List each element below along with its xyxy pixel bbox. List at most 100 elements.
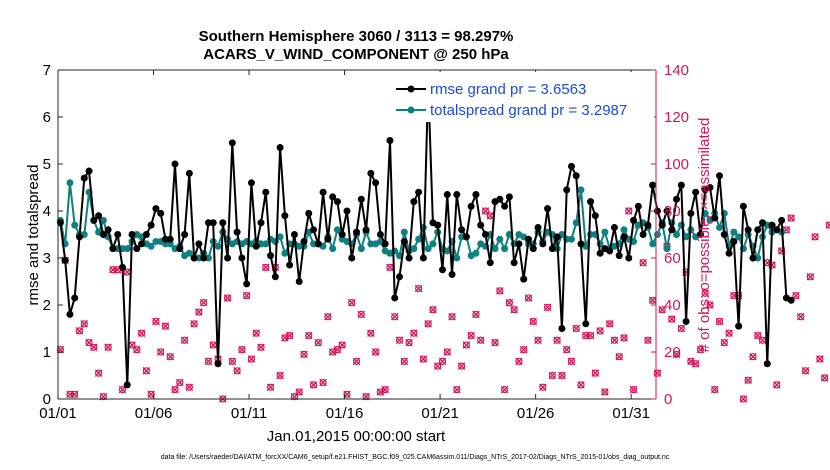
obs-assimilated-point: [161, 322, 170, 330]
obs-cross-stroke: [658, 305, 666, 314]
obs-assimilated-point: [620, 334, 628, 342]
rmse-series-point: [720, 231, 728, 238]
obs-cross-stroke: [500, 385, 509, 394]
obs-possible-point: [629, 386, 638, 394]
rmse-series-point: [238, 254, 246, 262]
rmse-series-point: [333, 198, 341, 206]
obs-cross-stroke: [257, 343, 265, 352]
rmse-series-point: [567, 162, 575, 170]
obs-cross-stroke: [367, 329, 375, 337]
obs-cross-stroke: [539, 383, 547, 392]
obs-possible-point: [161, 322, 170, 330]
rmse-series-point: [138, 240, 146, 248]
totalspread-series-point: [620, 226, 628, 234]
obs-assimilated-point: [190, 320, 198, 328]
obs-assimilated-point: [773, 381, 781, 389]
totalspread-series-point: [99, 216, 107, 224]
obs-assimilated-point: [185, 383, 194, 392]
obs-assimilated-point: [247, 355, 256, 363]
obs-possible-point: [596, 327, 604, 335]
obs-cross-stroke: [252, 329, 260, 337]
obs-assimilated-point: [543, 303, 552, 312]
obs-cross-stroke: [758, 336, 767, 345]
legend-box: [386, 72, 654, 122]
obs-assimilated-point: [539, 383, 547, 392]
rmse-series-point: [458, 226, 466, 234]
rmse-series-point: [787, 296, 795, 304]
obs-possible-point: [391, 313, 399, 321]
y2-tick-label: 20: [664, 344, 681, 361]
obs-possible-point: [706, 301, 714, 309]
obs-possible-point: [305, 331, 313, 340]
obs-cross-stroke: [85, 338, 93, 347]
rmse-series-point: [539, 240, 547, 248]
rmse-series-point: [443, 191, 451, 199]
totalspread-series-point: [649, 240, 657, 248]
rmse-series-point: [329, 193, 337, 201]
obs-possible-point: [142, 367, 150, 375]
obs-assimilated-point: [534, 336, 542, 345]
obs-assimilated-point: [687, 357, 695, 366]
rmse-series-point: [467, 202, 475, 210]
totalspread-series-point: [601, 228, 609, 236]
obs-assimilated-point: [668, 315, 676, 323]
obs-cross-stroke: [371, 348, 380, 356]
obs-assimilated-point: [548, 371, 557, 380]
obs-cross-stroke: [677, 324, 686, 333]
obs-cross-stroke: [204, 357, 213, 366]
rmse-series-point: [768, 221, 776, 229]
obs-cross-stroke: [266, 383, 275, 392]
obs-cross-stroke: [696, 345, 705, 354]
obs-possible-point: [228, 357, 236, 365]
obs-cross-stroke: [543, 303, 552, 312]
obs-assimilated-point: [123, 268, 132, 276]
obs-cross-stroke: [156, 348, 165, 356]
obs-possible-point: [481, 207, 490, 215]
totalspread-series-point: [424, 245, 432, 253]
totalspread-series-point: [262, 240, 270, 248]
obs-cross-stroke: [701, 289, 709, 298]
obs-cross-stroke: [438, 357, 447, 366]
obs-possible-point: [147, 390, 155, 398]
obs-assimilated-point: [419, 355, 428, 363]
obs-assimilated-point: [801, 367, 810, 375]
obs-possible-point: [410, 329, 418, 337]
obs-possible-point: [104, 343, 112, 351]
obs-cross-stroke: [625, 207, 633, 215]
rmse-series-point: [95, 212, 103, 220]
obs-cross-stroke: [448, 312, 456, 321]
rmse-series-point: [243, 280, 251, 288]
obs-possible-point: [247, 355, 256, 363]
obs-cross-stroke: [347, 298, 356, 307]
obs-cross-stroke: [424, 320, 432, 328]
obs-assimilated-point: [242, 291, 251, 300]
obs-cross-stroke: [419, 355, 428, 363]
obs-cross-stroke: [481, 207, 490, 215]
obs-assimilated-point: [457, 362, 466, 370]
legend-spread-label: totalspread grand pr = 3.2987: [430, 102, 627, 119]
y-tick-label: 2: [43, 297, 51, 314]
obs-assimilated-point: [171, 385, 179, 394]
obs-possible-point: [491, 339, 499, 347]
rmse-series-point: [396, 273, 404, 281]
obs-assimilated-point: [209, 341, 217, 349]
rmse-series-point: [99, 231, 107, 238]
obs-assimilated-point: [739, 395, 748, 403]
obs-cross-stroke: [763, 258, 772, 267]
rmse-series-point: [152, 205, 160, 213]
rmse-series-point: [85, 167, 93, 175]
totalspread-series-point: [682, 233, 690, 241]
obs-assimilated-point: [424, 320, 432, 328]
obs-cross-stroke: [710, 385, 719, 394]
obs-cross-stroke: [133, 345, 141, 354]
obs-assimilated-point: [553, 336, 561, 345]
legend: rmse grand pr = 3.6563 totalspread grand…: [386, 72, 654, 122]
rmse-series-point: [529, 245, 537, 253]
obs-assimilated-point: [625, 207, 633, 215]
obs-assimilated-point: [510, 305, 518, 314]
obs-assimilated-point: [118, 385, 127, 394]
obs-cross-stroke: [476, 336, 485, 345]
obs-possible-point: [816, 355, 824, 363]
obs-possible-point: [90, 343, 98, 351]
obs-possible-point: [85, 339, 93, 347]
